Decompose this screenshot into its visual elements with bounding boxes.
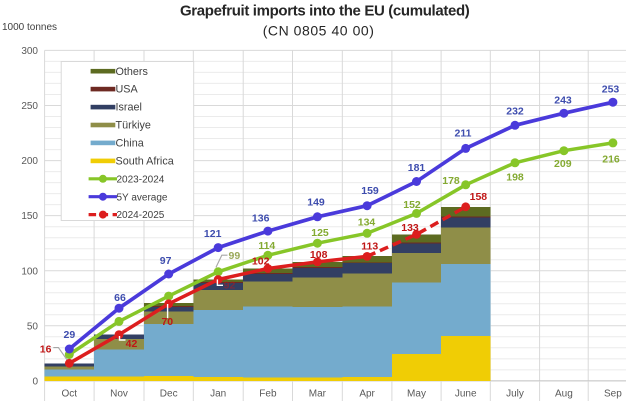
svg-text:South Africa: South Africa [116, 156, 174, 168]
svg-text:209: 209 [554, 158, 572, 170]
svg-text:108: 108 [310, 249, 328, 261]
svg-text:Jan: Jan [210, 388, 226, 399]
svg-text:Feb: Feb [259, 388, 277, 399]
svg-text:66: 66 [114, 292, 126, 304]
svg-text:211: 211 [455, 128, 472, 140]
svg-text:(CN 0805 40 00): (CN 0805 40 00) [263, 23, 375, 39]
svg-text:Apr: Apr [359, 388, 375, 399]
svg-text:178: 178 [442, 175, 460, 187]
svg-text:97: 97 [160, 255, 172, 267]
svg-text:42: 42 [126, 338, 138, 350]
svg-text:5Y average: 5Y average [117, 192, 168, 203]
svg-text:Türkiye: Türkiye [116, 120, 151, 132]
svg-text:200: 200 [21, 156, 38, 167]
svg-text:99: 99 [229, 250, 241, 262]
svg-text:Dec: Dec [160, 388, 178, 399]
svg-text:29: 29 [64, 329, 76, 341]
svg-text:253: 253 [602, 84, 620, 96]
svg-text:Oct: Oct [62, 388, 78, 399]
svg-text:133: 133 [401, 222, 419, 234]
svg-text:2023-2024: 2023-2024 [117, 174, 165, 185]
svg-text:114: 114 [258, 240, 275, 252]
svg-text:152: 152 [403, 199, 421, 211]
svg-text:158: 158 [470, 191, 488, 203]
svg-text:May: May [407, 388, 426, 399]
svg-text:300: 300 [21, 46, 38, 57]
svg-text:243: 243 [554, 95, 572, 107]
svg-text:Others: Others [116, 66, 149, 78]
svg-text:China: China [116, 138, 144, 150]
svg-text:216: 216 [602, 154, 620, 166]
svg-text:Aug: Aug [555, 388, 573, 399]
svg-text:125: 125 [311, 227, 329, 239]
svg-text:Grapefruit imports into the EU: Grapefruit imports into the EU (cumulate… [180, 3, 470, 20]
svg-text:181: 181 [408, 162, 426, 174]
svg-text:July: July [506, 388, 524, 399]
svg-text:159: 159 [361, 185, 379, 197]
svg-text:92: 92 [224, 279, 236, 291]
svg-text:0: 0 [32, 377, 38, 388]
svg-text:102: 102 [252, 256, 270, 268]
svg-text:100: 100 [21, 266, 38, 277]
svg-text:Sep: Sep [604, 388, 622, 399]
svg-text:149: 149 [307, 197, 325, 209]
svg-text:USA: USA [116, 84, 139, 96]
svg-text:134: 134 [358, 216, 376, 228]
svg-text:16: 16 [40, 343, 52, 355]
svg-text:70: 70 [161, 316, 173, 328]
svg-text:Israel: Israel [116, 102, 142, 114]
svg-text:232: 232 [506, 105, 524, 117]
svg-text:1000 tonnes: 1000 tonnes [2, 22, 57, 33]
svg-text:113: 113 [361, 241, 378, 253]
svg-text:250: 250 [21, 101, 38, 112]
svg-text:198: 198 [506, 172, 524, 184]
svg-text:Nov: Nov [110, 388, 128, 399]
svg-text:Mar: Mar [309, 388, 327, 399]
svg-text:121: 121 [204, 228, 222, 240]
svg-text:June: June [455, 388, 477, 399]
svg-text:2024-2025: 2024-2025 [117, 210, 165, 221]
svg-text:50: 50 [27, 321, 39, 332]
svg-text:150: 150 [21, 211, 38, 222]
svg-text:136: 136 [252, 213, 270, 225]
